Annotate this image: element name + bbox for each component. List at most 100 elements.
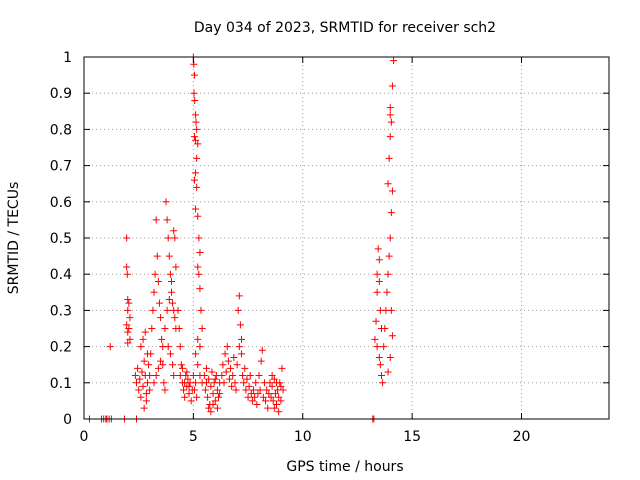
data-point-marker xyxy=(170,372,178,380)
data-point-marker xyxy=(264,404,272,412)
data-point-marker xyxy=(373,270,381,278)
data-point-marker xyxy=(123,270,131,278)
data-point-marker xyxy=(192,118,200,126)
data-point-marker xyxy=(125,299,133,307)
data-point-marker xyxy=(378,372,385,380)
data-point-marker xyxy=(185,390,193,398)
data-point-marker xyxy=(158,335,166,343)
y-tick-label: 0 xyxy=(63,412,72,428)
data-point-marker xyxy=(244,393,252,401)
data-point-marker xyxy=(166,350,174,358)
data-point-marker xyxy=(236,321,244,329)
data-point-marker xyxy=(148,325,156,332)
data-point-marker xyxy=(238,335,245,343)
data-point-marker xyxy=(163,306,171,314)
data-point-marker xyxy=(222,368,230,376)
data-point-marker xyxy=(384,180,392,188)
data-point-marker xyxy=(135,386,143,394)
data-point-marker xyxy=(385,154,393,162)
data-point-marker xyxy=(131,372,139,380)
data-point-marker xyxy=(228,382,236,390)
data-point-marker xyxy=(218,372,226,380)
data-point-marker xyxy=(207,408,215,416)
data-point-marker xyxy=(194,361,202,369)
data-point-marker xyxy=(273,401,280,409)
grid-lines xyxy=(84,57,609,419)
data-point-marker xyxy=(372,317,380,325)
data-point-marker xyxy=(220,379,228,387)
data-point-marker xyxy=(234,306,242,314)
data-point-marker xyxy=(386,133,394,141)
y-tick-label: 1 xyxy=(63,50,72,66)
data-point-marker xyxy=(241,364,249,372)
data-point-marker xyxy=(191,96,199,104)
data-point-marker xyxy=(213,404,221,412)
x-tick-label: 10 xyxy=(294,429,312,445)
data-point-marker xyxy=(180,386,188,394)
data-point-marker xyxy=(224,357,232,365)
data-point-marker xyxy=(162,198,170,206)
data-point-marker xyxy=(268,372,276,380)
data-point-marker xyxy=(386,353,394,361)
data-point-marker xyxy=(266,379,274,387)
y-tick-label: 0.2 xyxy=(50,340,72,356)
data-point-marker xyxy=(152,372,160,380)
data-point-marker xyxy=(216,390,224,398)
data-point-marker xyxy=(155,299,163,307)
data-point-marker xyxy=(277,382,285,390)
data-point-marker xyxy=(252,379,260,387)
data-point-marker xyxy=(219,361,227,369)
data-point-marker xyxy=(190,176,198,184)
data-points xyxy=(85,53,398,423)
data-point-marker xyxy=(385,252,393,260)
data-point-marker xyxy=(123,263,131,271)
y-tick-label: 0.7 xyxy=(50,159,72,175)
data-point-marker xyxy=(240,379,248,387)
data-point-marker xyxy=(174,306,182,314)
data-point-marker xyxy=(165,296,173,304)
data-point-marker xyxy=(267,393,275,401)
data-point-marker xyxy=(381,325,389,332)
data-point-marker xyxy=(193,154,201,162)
y-tick-label: 0.9 xyxy=(50,86,72,102)
x-axis-label: GPS time / hours xyxy=(286,459,403,475)
data-point-marker xyxy=(141,328,149,336)
data-point-marker xyxy=(151,270,159,278)
data-point-marker xyxy=(268,382,276,390)
data-point-marker xyxy=(166,270,174,278)
data-point-marker xyxy=(192,350,200,358)
data-point-marker xyxy=(124,296,132,304)
data-point-marker xyxy=(152,216,160,224)
data-point-marker xyxy=(250,386,258,394)
data-point-marker xyxy=(386,111,394,119)
data-point-marker xyxy=(153,252,161,260)
x-tick-label: 20 xyxy=(513,429,531,445)
data-point-marker xyxy=(205,404,213,412)
data-point-marker xyxy=(275,393,283,401)
data-point-marker xyxy=(147,350,155,358)
data-point-marker xyxy=(154,364,162,372)
x-tick-label: 5 xyxy=(189,429,198,445)
data-point-marker xyxy=(165,252,173,260)
data-point-marker xyxy=(273,379,280,387)
data-point-marker xyxy=(145,361,153,369)
data-point-marker xyxy=(201,386,209,394)
data-point-marker xyxy=(373,288,381,296)
data-point-marker xyxy=(192,379,200,387)
data-point-marker xyxy=(124,339,132,347)
data-point-marker xyxy=(221,350,229,358)
data-point-marker xyxy=(192,169,200,177)
data-point-marker xyxy=(198,325,206,332)
data-point-marker xyxy=(211,397,219,405)
data-point-marker xyxy=(126,314,134,322)
data-point-marker xyxy=(229,372,237,380)
data-point-marker xyxy=(140,357,148,365)
data-point-marker xyxy=(243,375,251,383)
y-tick-label: 0.4 xyxy=(50,267,72,283)
data-point-marker xyxy=(192,205,200,213)
data-point-marker xyxy=(171,314,179,322)
data-point-marker xyxy=(239,372,247,380)
data-point-marker xyxy=(169,299,177,307)
data-point-marker xyxy=(193,125,201,133)
